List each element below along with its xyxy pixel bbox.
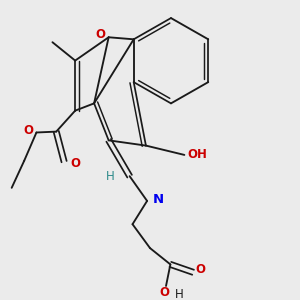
Text: OH: OH — [187, 148, 207, 161]
Text: H: H — [106, 170, 115, 183]
Text: O: O — [95, 28, 106, 41]
Text: H: H — [175, 288, 184, 300]
Text: O: O — [70, 157, 80, 169]
Text: N: N — [152, 193, 164, 206]
Text: O: O — [160, 286, 170, 299]
Text: O: O — [23, 124, 33, 137]
Text: O: O — [195, 263, 206, 276]
